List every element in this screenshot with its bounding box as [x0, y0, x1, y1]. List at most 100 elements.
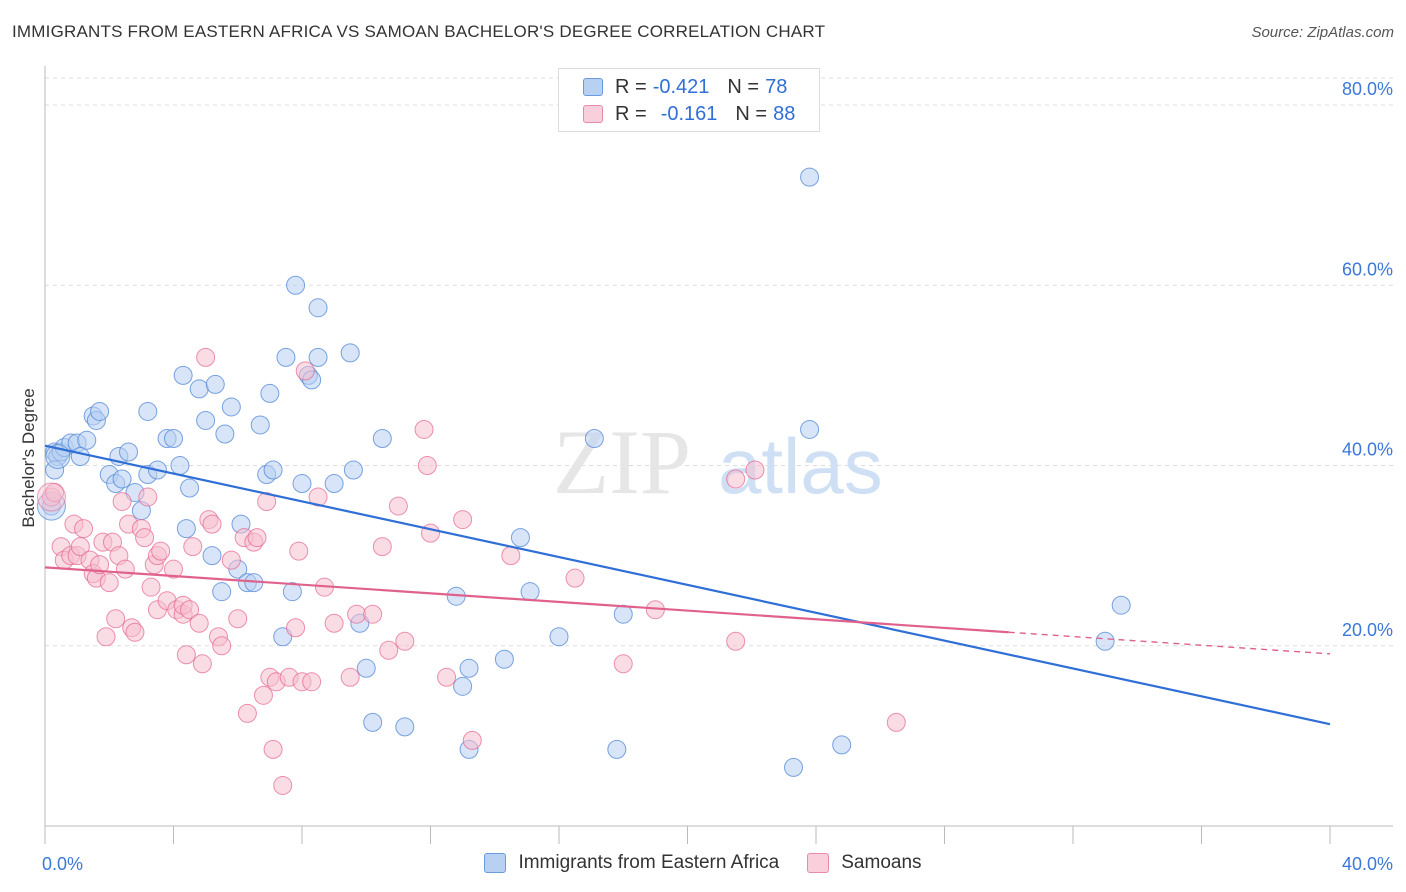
legend-n-label: N =	[727, 75, 760, 98]
scatter-point-samoans	[96, 627, 116, 647]
source-credit: Source: ZipAtlas.com	[1251, 24, 1394, 41]
trend-line-samoans	[44, 566, 1009, 634]
bottom-legend: Immigrants from Eastern Africa Samoans	[0, 852, 1406, 874]
watermark-zip: ZIP	[553, 411, 691, 513]
scatter-point-eastern-africa	[784, 757, 804, 777]
scatter-point-samoans	[273, 775, 293, 795]
scatter-point-eastern-africa	[286, 275, 306, 295]
series-samoans-points	[36, 347, 906, 795]
x-tick-label: 0.0%	[42, 854, 83, 874]
scatter-point-samoans	[417, 456, 437, 476]
scatter-point-samoans	[221, 550, 241, 570]
scatter-point-eastern-africa	[453, 676, 473, 696]
scatter-point-eastern-africa	[176, 519, 196, 539]
scatter-point-samoans	[286, 618, 306, 638]
scatter-point-samoans	[70, 537, 90, 557]
scatter-point-samoans	[289, 541, 309, 561]
scatter-point-eastern-africa	[832, 735, 852, 755]
scatter-point-samoans	[237, 703, 257, 723]
legend-swatch-pink	[583, 105, 603, 123]
scatter-point-eastern-africa	[202, 546, 222, 566]
scatter-point-samoans	[135, 528, 155, 548]
scatter-point-samoans	[106, 609, 126, 629]
legend-swatch-blue	[583, 78, 603, 96]
y-tick-label: 20.0%	[1342, 620, 1393, 640]
scatter-point-eastern-africa	[119, 442, 139, 462]
legend-n-label: N =	[735, 102, 768, 125]
scatter-point-samoans	[228, 609, 248, 629]
scatter-point-eastern-africa	[607, 739, 627, 759]
scatter-point-samoans	[164, 559, 183, 579]
scatter-point-samoans	[74, 519, 94, 539]
scatter-point-samoans	[189, 613, 209, 633]
scatter-point-samoans	[340, 667, 360, 687]
scatter-point-eastern-africa	[212, 582, 232, 602]
legend-r-label: R =	[615, 75, 647, 98]
scatter-point-samoans	[745, 460, 765, 480]
scatter-point-samoans	[125, 622, 145, 642]
scatter-point-eastern-africa	[1095, 631, 1115, 651]
scatter-point-eastern-africa	[372, 428, 392, 448]
scatter-point-samoans	[324, 613, 344, 633]
legend-swatch-pink	[807, 853, 830, 873]
y-axis-label: Bachelor's Degree	[19, 388, 38, 527]
scatter-point-samoans	[726, 631, 746, 651]
scatter-point-samoans	[263, 739, 283, 759]
scatter-point-eastern-africa	[90, 401, 110, 421]
scatter-point-eastern-africa	[260, 383, 280, 403]
legend-item-samoans: Samoans	[807, 852, 922, 874]
scatter-point-samoans	[257, 492, 277, 512]
scatter-point-eastern-africa	[308, 298, 328, 318]
scatter-point-samoans	[726, 469, 746, 489]
legend-label: Samoans	[841, 852, 922, 873]
legend-n-value: 88	[773, 102, 796, 125]
scatter-point-samoans	[414, 419, 434, 439]
scatter-point-eastern-africa	[112, 469, 132, 489]
scatter-point-eastern-africa	[77, 430, 97, 450]
scatter-point-samoans	[372, 537, 392, 557]
scatter-point-eastern-africa	[459, 658, 479, 678]
scatter-point-eastern-africa	[250, 415, 270, 435]
scatter-point-samoans	[565, 568, 585, 588]
scatter-point-eastern-africa	[494, 649, 514, 669]
scatter-point-samoans	[347, 604, 367, 624]
scatter-point-samoans	[886, 712, 906, 732]
scatter-point-samoans	[176, 645, 196, 665]
scatter-point-eastern-africa	[356, 658, 376, 678]
scatter-point-samoans	[99, 573, 119, 593]
scatter-point-samoans	[363, 604, 383, 624]
scatter-point-eastern-africa	[196, 410, 216, 430]
legend-r-label: R =	[615, 102, 647, 125]
scatter-point-eastern-africa	[276, 347, 296, 367]
legend-item-eastern-africa: Immigrants from Eastern Africa	[484, 852, 779, 874]
legend-row-eastern-africa: R = -0.421 N = 78	[583, 75, 787, 99]
scatter-point-samoans	[151, 541, 171, 561]
legend-n-value: 78	[765, 75, 788, 98]
grid-lines	[45, 77, 1393, 647]
scatter-point-eastern-africa	[173, 365, 193, 385]
scatter-point-samoans	[437, 667, 457, 687]
scatter-point-eastern-africa	[263, 460, 283, 480]
watermark-atlas: atlas	[718, 422, 883, 510]
y-tick-labels: 20.0% 40.0% 60.0% 80.0%	[1342, 79, 1393, 640]
watermark: ZIP atlas	[553, 411, 883, 513]
scatter-point-samoans	[247, 528, 267, 548]
legend-stats: R = -0.421 N = 78 R = -0.161 N = 88	[558, 68, 820, 132]
chart-title: IMMIGRANTS FROM EASTERN AFRICA VS SAMOAN…	[12, 22, 826, 41]
scatter-point-samoans	[395, 631, 415, 651]
scatter-point-eastern-africa	[549, 627, 569, 647]
scatter-point-samoans	[308, 487, 328, 507]
scatter-point-eastern-africa	[70, 447, 90, 467]
scatter-point-samoans	[138, 487, 158, 507]
scatter-point-eastern-africa	[282, 582, 302, 602]
scatter-point-samoans	[295, 361, 315, 381]
scatter-point-eastern-africa	[170, 456, 190, 476]
scatter-point-eastern-africa	[221, 397, 241, 417]
y-tick-label: 60.0%	[1342, 259, 1393, 279]
scatter-point-eastern-africa	[292, 474, 312, 494]
scatter-point-samoans	[141, 577, 161, 597]
scatter-point-eastern-africa	[584, 428, 604, 448]
scatter-point-samoans	[183, 537, 203, 557]
scatter-point-eastern-africa	[180, 478, 200, 498]
